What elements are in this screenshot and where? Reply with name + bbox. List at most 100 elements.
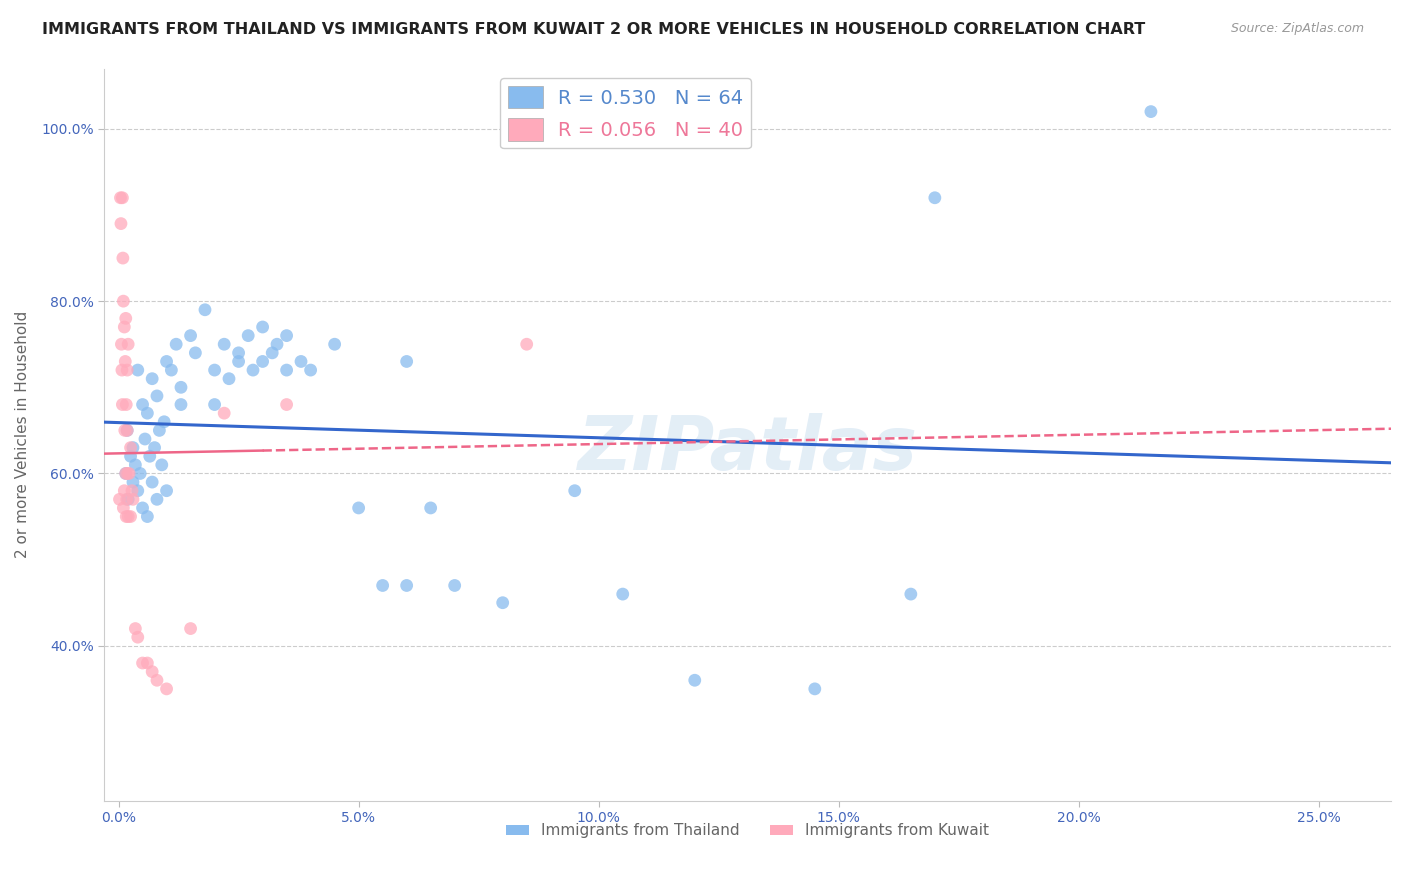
Point xyxy=(112,483,135,498)
Point xyxy=(160,363,183,377)
Point xyxy=(218,372,240,386)
Point xyxy=(112,320,135,334)
Point xyxy=(111,398,134,412)
Point xyxy=(155,483,177,498)
Point xyxy=(115,424,138,438)
Point xyxy=(122,441,145,455)
Point xyxy=(112,294,135,309)
Point xyxy=(136,509,159,524)
Point xyxy=(122,492,145,507)
Point xyxy=(114,311,136,326)
Point xyxy=(194,302,217,317)
Point xyxy=(129,467,152,481)
Point xyxy=(290,354,312,368)
Point xyxy=(266,337,288,351)
Point xyxy=(150,458,173,472)
Point xyxy=(120,441,142,455)
Point xyxy=(143,441,166,455)
Point xyxy=(564,483,586,498)
Point xyxy=(612,587,634,601)
Point xyxy=(238,328,260,343)
Point xyxy=(323,337,346,351)
Point xyxy=(228,346,250,360)
Point xyxy=(371,578,394,592)
Legend: Immigrants from Thailand, Immigrants from Kuwait: Immigrants from Thailand, Immigrants fro… xyxy=(499,817,995,845)
Point xyxy=(136,656,159,670)
Point xyxy=(131,500,153,515)
Point xyxy=(204,398,226,412)
Point xyxy=(252,354,274,368)
Point xyxy=(115,363,138,377)
Y-axis label: 2 or more Vehicles in Household: 2 or more Vehicles in Household xyxy=(15,311,30,558)
Point xyxy=(228,354,250,368)
Point xyxy=(146,389,169,403)
Point xyxy=(252,320,274,334)
Point xyxy=(111,363,134,377)
Point xyxy=(117,509,139,524)
Point xyxy=(148,424,170,438)
Point xyxy=(419,500,441,515)
Point xyxy=(262,346,284,360)
Point xyxy=(299,363,322,377)
Point xyxy=(122,475,145,489)
Point xyxy=(492,596,515,610)
Point xyxy=(184,346,207,360)
Point xyxy=(804,681,827,696)
Point xyxy=(115,424,138,438)
Point xyxy=(276,328,298,343)
Point xyxy=(141,475,163,489)
Point xyxy=(112,500,135,515)
Point xyxy=(204,363,226,377)
Point xyxy=(155,354,177,368)
Point xyxy=(131,656,153,670)
Point xyxy=(170,380,193,394)
Point xyxy=(124,622,146,636)
Point xyxy=(114,354,136,368)
Point xyxy=(180,622,202,636)
Point xyxy=(141,372,163,386)
Point xyxy=(127,630,149,644)
Point xyxy=(139,449,162,463)
Point xyxy=(111,251,134,265)
Point xyxy=(516,337,538,351)
Point xyxy=(110,191,132,205)
Point xyxy=(110,217,132,231)
Point xyxy=(121,483,143,498)
Point xyxy=(115,509,138,524)
Point xyxy=(117,467,139,481)
Point xyxy=(395,354,418,368)
Point xyxy=(134,432,156,446)
Point xyxy=(395,578,418,592)
Point xyxy=(114,467,136,481)
Point xyxy=(120,449,142,463)
Point xyxy=(124,458,146,472)
Text: ZIPatlas: ZIPatlas xyxy=(578,413,918,486)
Point xyxy=(127,483,149,498)
Point xyxy=(117,337,139,351)
Point xyxy=(118,467,141,481)
Point xyxy=(212,406,235,420)
Point xyxy=(212,337,235,351)
Point xyxy=(242,363,264,377)
Point xyxy=(170,398,193,412)
Point xyxy=(165,337,187,351)
Point xyxy=(120,509,142,524)
Point xyxy=(141,665,163,679)
Point xyxy=(114,467,136,481)
Point xyxy=(347,500,370,515)
Point xyxy=(443,578,465,592)
Point xyxy=(117,492,139,507)
Point xyxy=(110,337,132,351)
Point xyxy=(276,363,298,377)
Point xyxy=(136,406,159,420)
Point xyxy=(111,191,134,205)
Point xyxy=(146,492,169,507)
Point xyxy=(1140,104,1163,119)
Text: IMMIGRANTS FROM THAILAND VS IMMIGRANTS FROM KUWAIT 2 OR MORE VEHICLES IN HOUSEHO: IMMIGRANTS FROM THAILAND VS IMMIGRANTS F… xyxy=(42,22,1146,37)
Point xyxy=(146,673,169,688)
Point xyxy=(115,492,138,507)
Point xyxy=(180,328,202,343)
Point xyxy=(114,424,136,438)
Point xyxy=(115,398,138,412)
Point xyxy=(155,681,177,696)
